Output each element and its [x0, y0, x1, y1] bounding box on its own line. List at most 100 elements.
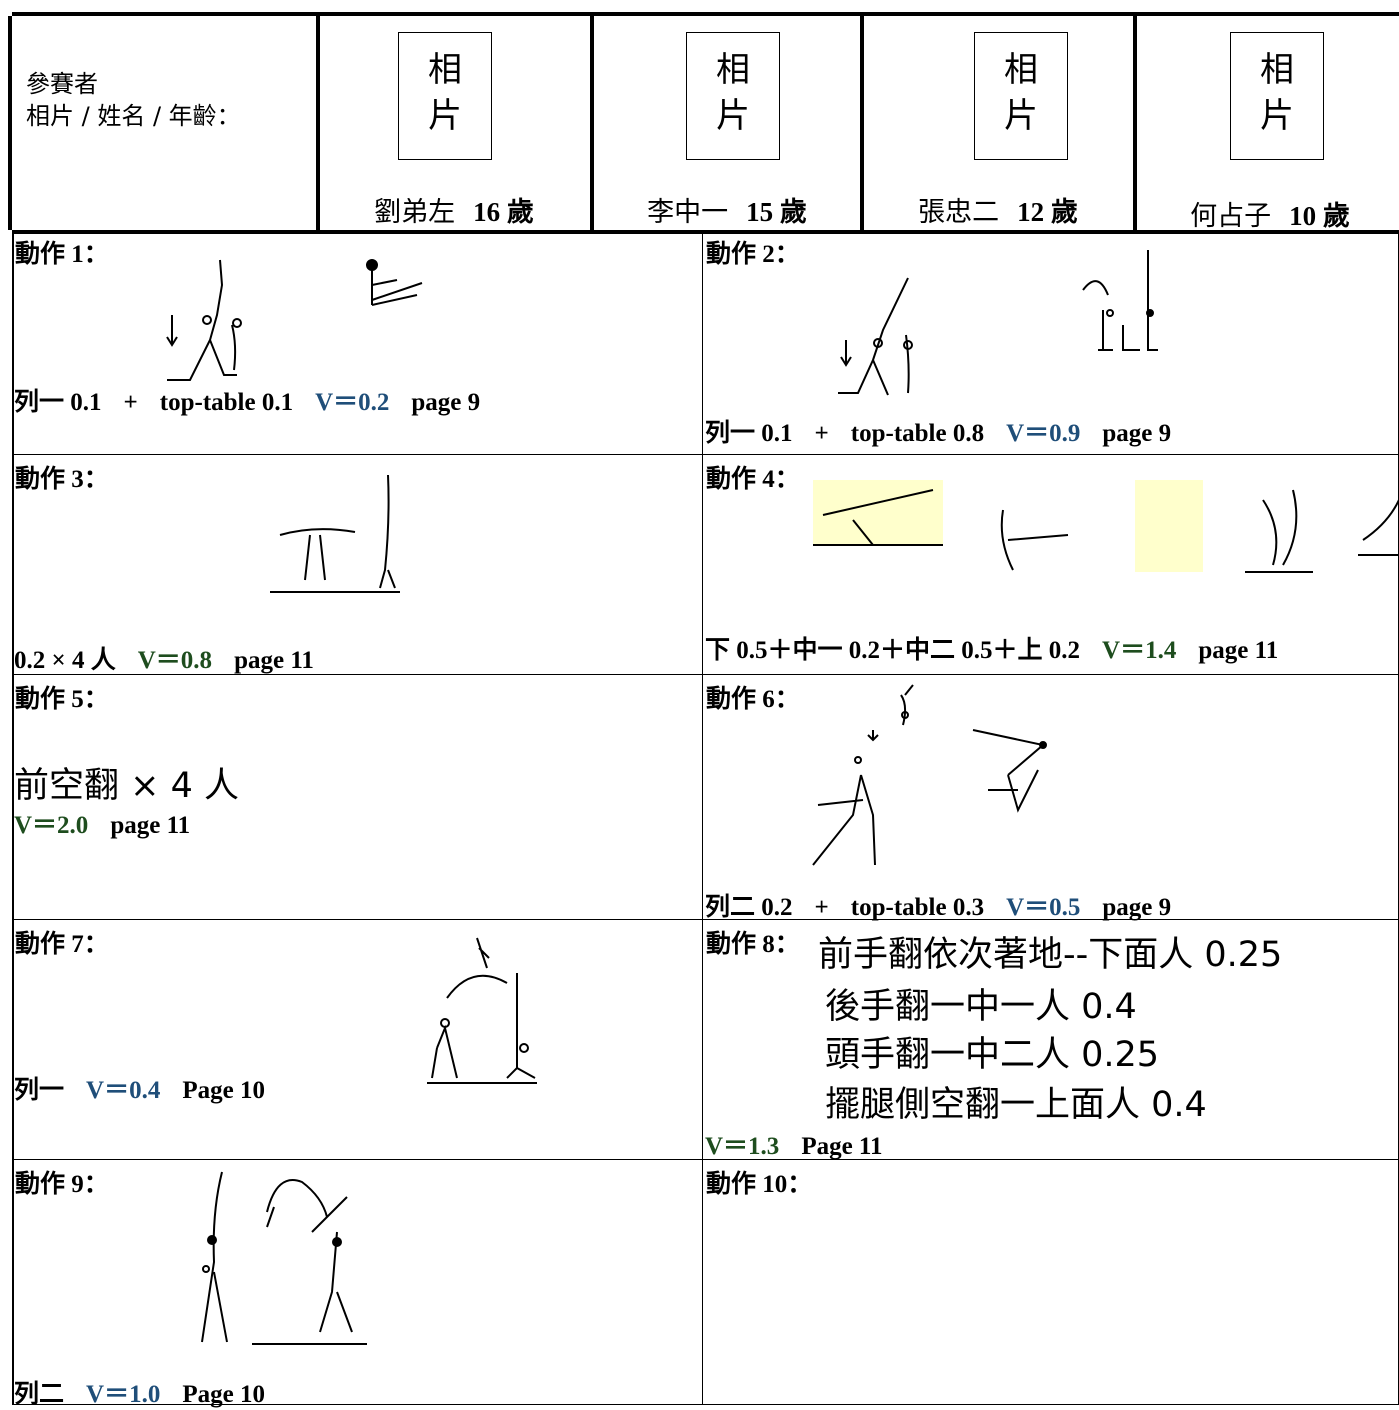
move-label: 動作 10：: [706, 1171, 813, 1198]
photo-box: 相片: [398, 32, 492, 160]
photo-text: 片: [716, 96, 750, 136]
photo-text: 相: [716, 50, 750, 90]
header-label: 參賽者 相片 / 姓名 / 年齡：: [26, 68, 241, 132]
move-label: 動作 3：: [15, 466, 109, 493]
illustration: [427, 937, 537, 1084]
illustration: [1135, 480, 1203, 572]
formula: V＝2.0 page 11: [14, 805, 212, 841]
illustration: [812, 684, 1047, 866]
formula-part: page 11: [1198, 637, 1279, 664]
illustration: [270, 474, 400, 593]
border: [860, 16, 864, 230]
move-label: 動作 6：: [706, 686, 800, 713]
formula-part: V＝1.4: [1102, 637, 1177, 664]
formula-part: V＝0.8: [137, 647, 213, 674]
formula-part: Page 10: [182, 1381, 265, 1408]
formula-part: +: [123, 389, 138, 416]
photo-text: 相: [1004, 50, 1038, 90]
move-text: 前手翻依次著地--下面人 0.25: [818, 935, 1283, 975]
participant-age: 10 歲: [1289, 201, 1350, 231]
formula: V＝1.3 Page 11: [705, 1126, 905, 1162]
formula-part: V＝2.0: [14, 812, 89, 839]
move-text: 後手翻一中一人 0.4: [825, 987, 1137, 1027]
move-label: 動作 5：: [15, 686, 109, 713]
illustration: [838, 277, 913, 396]
participant-name: 劉弟左: [374, 197, 456, 227]
move-label: 動作 2：: [706, 241, 800, 268]
formula-part: V＝0.5: [1006, 894, 1081, 921]
photo-text: 相: [1260, 50, 1294, 90]
participant-age: 16 歲: [473, 197, 534, 227]
move-label: 動作 7：: [15, 931, 109, 958]
photo-box: 相片: [974, 32, 1068, 160]
formula: 下 0.5＋中一 0.2＋中二 0.5＋上 0.2 V＝1.4 page 11: [705, 630, 1300, 666]
formula-part: V＝0.2: [315, 389, 390, 416]
formula-part: top-table 0.3: [850, 894, 985, 921]
move-text: 頭手翻一中二人 0.25: [825, 1035, 1160, 1075]
move-cell: 動作 6： 列二 0.2 + top-table 0.3 V＝0.5 page 9: [703, 675, 1399, 923]
formula-part: +: [814, 420, 829, 447]
move-label: 動作 9：: [15, 1171, 109, 1198]
move-cell: 動作 3： 0.2 × 4 人 V＝0.8 page 11: [12, 455, 703, 675]
formula-part: Page 11: [801, 1133, 883, 1160]
formula-part: top-table 0.1: [159, 389, 294, 416]
photo-text: 片: [428, 96, 462, 136]
border: [316, 16, 320, 230]
formula-part: Page 10: [182, 1077, 265, 1104]
move-label: 動作 8：: [706, 931, 800, 958]
move-cell: 動作 7： 列一 V＝0.4 Page 10: [12, 920, 703, 1160]
label-line: 參賽者: [26, 70, 98, 98]
participant: 張忠二 12 歲: [868, 190, 1128, 229]
illustration: [813, 489, 1399, 573]
formula-part: 0.2 × 4 人: [14, 647, 116, 674]
move-text: 擺腿側空翻一上面人 0.4: [825, 1085, 1207, 1125]
formula: 列一 V＝0.4 Page 10: [14, 1070, 287, 1106]
move-cell: 動作 2： 列一 0.1 + top-table 0.8 V＝0.9 page 9: [703, 230, 1399, 455]
border: [1133, 16, 1137, 230]
participant-age: 12 歲: [1017, 197, 1078, 227]
formula-part: page 9: [1102, 420, 1172, 447]
border: [590, 16, 594, 230]
participant: 何占子 10 歲: [1140, 194, 1399, 233]
participant-name: 張忠二: [918, 197, 1000, 227]
formula-part: 列一 0.1: [14, 389, 102, 416]
participant-name: 何占子: [1190, 201, 1272, 231]
move-cell: 動作 9： 列二 V＝1.0 Page 10: [12, 1160, 703, 1408]
move-cell: 動作 8： 前手翻依次著地--下面人 0.25 後手翻一中一人 0.4 頭手翻一…: [703, 920, 1399, 1160]
participant: 劉弟左 16 歲: [324, 190, 584, 229]
formula-part: 下 0.5＋中一 0.2＋中二 0.5＋上 0.2: [705, 637, 1081, 664]
label-line: 相片 / 姓名 / 年齡：: [26, 102, 241, 130]
formula-part: V＝1.0: [86, 1381, 161, 1408]
formula: 0.2 × 4 人 V＝0.8 page 11: [14, 640, 336, 676]
formula-part: V＝0.9: [1006, 420, 1081, 447]
illustration: [1082, 250, 1158, 351]
move-label: 動作 4：: [706, 466, 800, 493]
formula-part: page 9: [411, 389, 481, 416]
formula-part: page 9: [1102, 894, 1172, 921]
move-cell: 動作 5： 前空翻 × 4 人 V＝2.0 page 11: [12, 675, 703, 920]
formula-part: 列一: [14, 1077, 65, 1104]
border: [12, 230, 14, 1405]
move-cell: 動作 10：: [703, 1160, 1399, 1405]
photo-box: 相片: [1230, 32, 1324, 160]
move-cell: 動作 4： 下 0.5＋中一 0.2＋中二 0.5＋上 0.2 V＝1.4 page…: [703, 455, 1399, 675]
formula-part: V＝0.4: [86, 1077, 161, 1104]
move-cell: 動作 1： 列一 0.1 + top-table 0.1 V＝0.2 page 9: [12, 230, 703, 455]
formula-part: 列一 0.1: [705, 420, 793, 447]
formula: 列二 0.2 + top-table 0.3 V＝0.5 page 9: [705, 887, 1193, 923]
formula-part: page 11: [110, 812, 191, 839]
illustration: [366, 259, 423, 306]
formula: 列一 0.1 + top-table 0.8 V＝0.9 page 9: [705, 413, 1193, 449]
participant-age: 15 歲: [746, 197, 807, 227]
formula-part: 列二 0.2: [705, 894, 793, 921]
move-label: 動作 1：: [15, 241, 109, 268]
formula-part: 列二: [14, 1381, 65, 1408]
illustration: [166, 259, 242, 381]
move-text: 前空翻 × 4 人: [14, 766, 239, 806]
photo-text: 相: [428, 50, 462, 90]
photo-box: 相片: [686, 32, 780, 160]
border: [8, 16, 12, 230]
formula-part: V＝1.3: [705, 1133, 780, 1160]
formula: 列一 0.1 + top-table 0.1 V＝0.2 page 9: [14, 382, 502, 418]
